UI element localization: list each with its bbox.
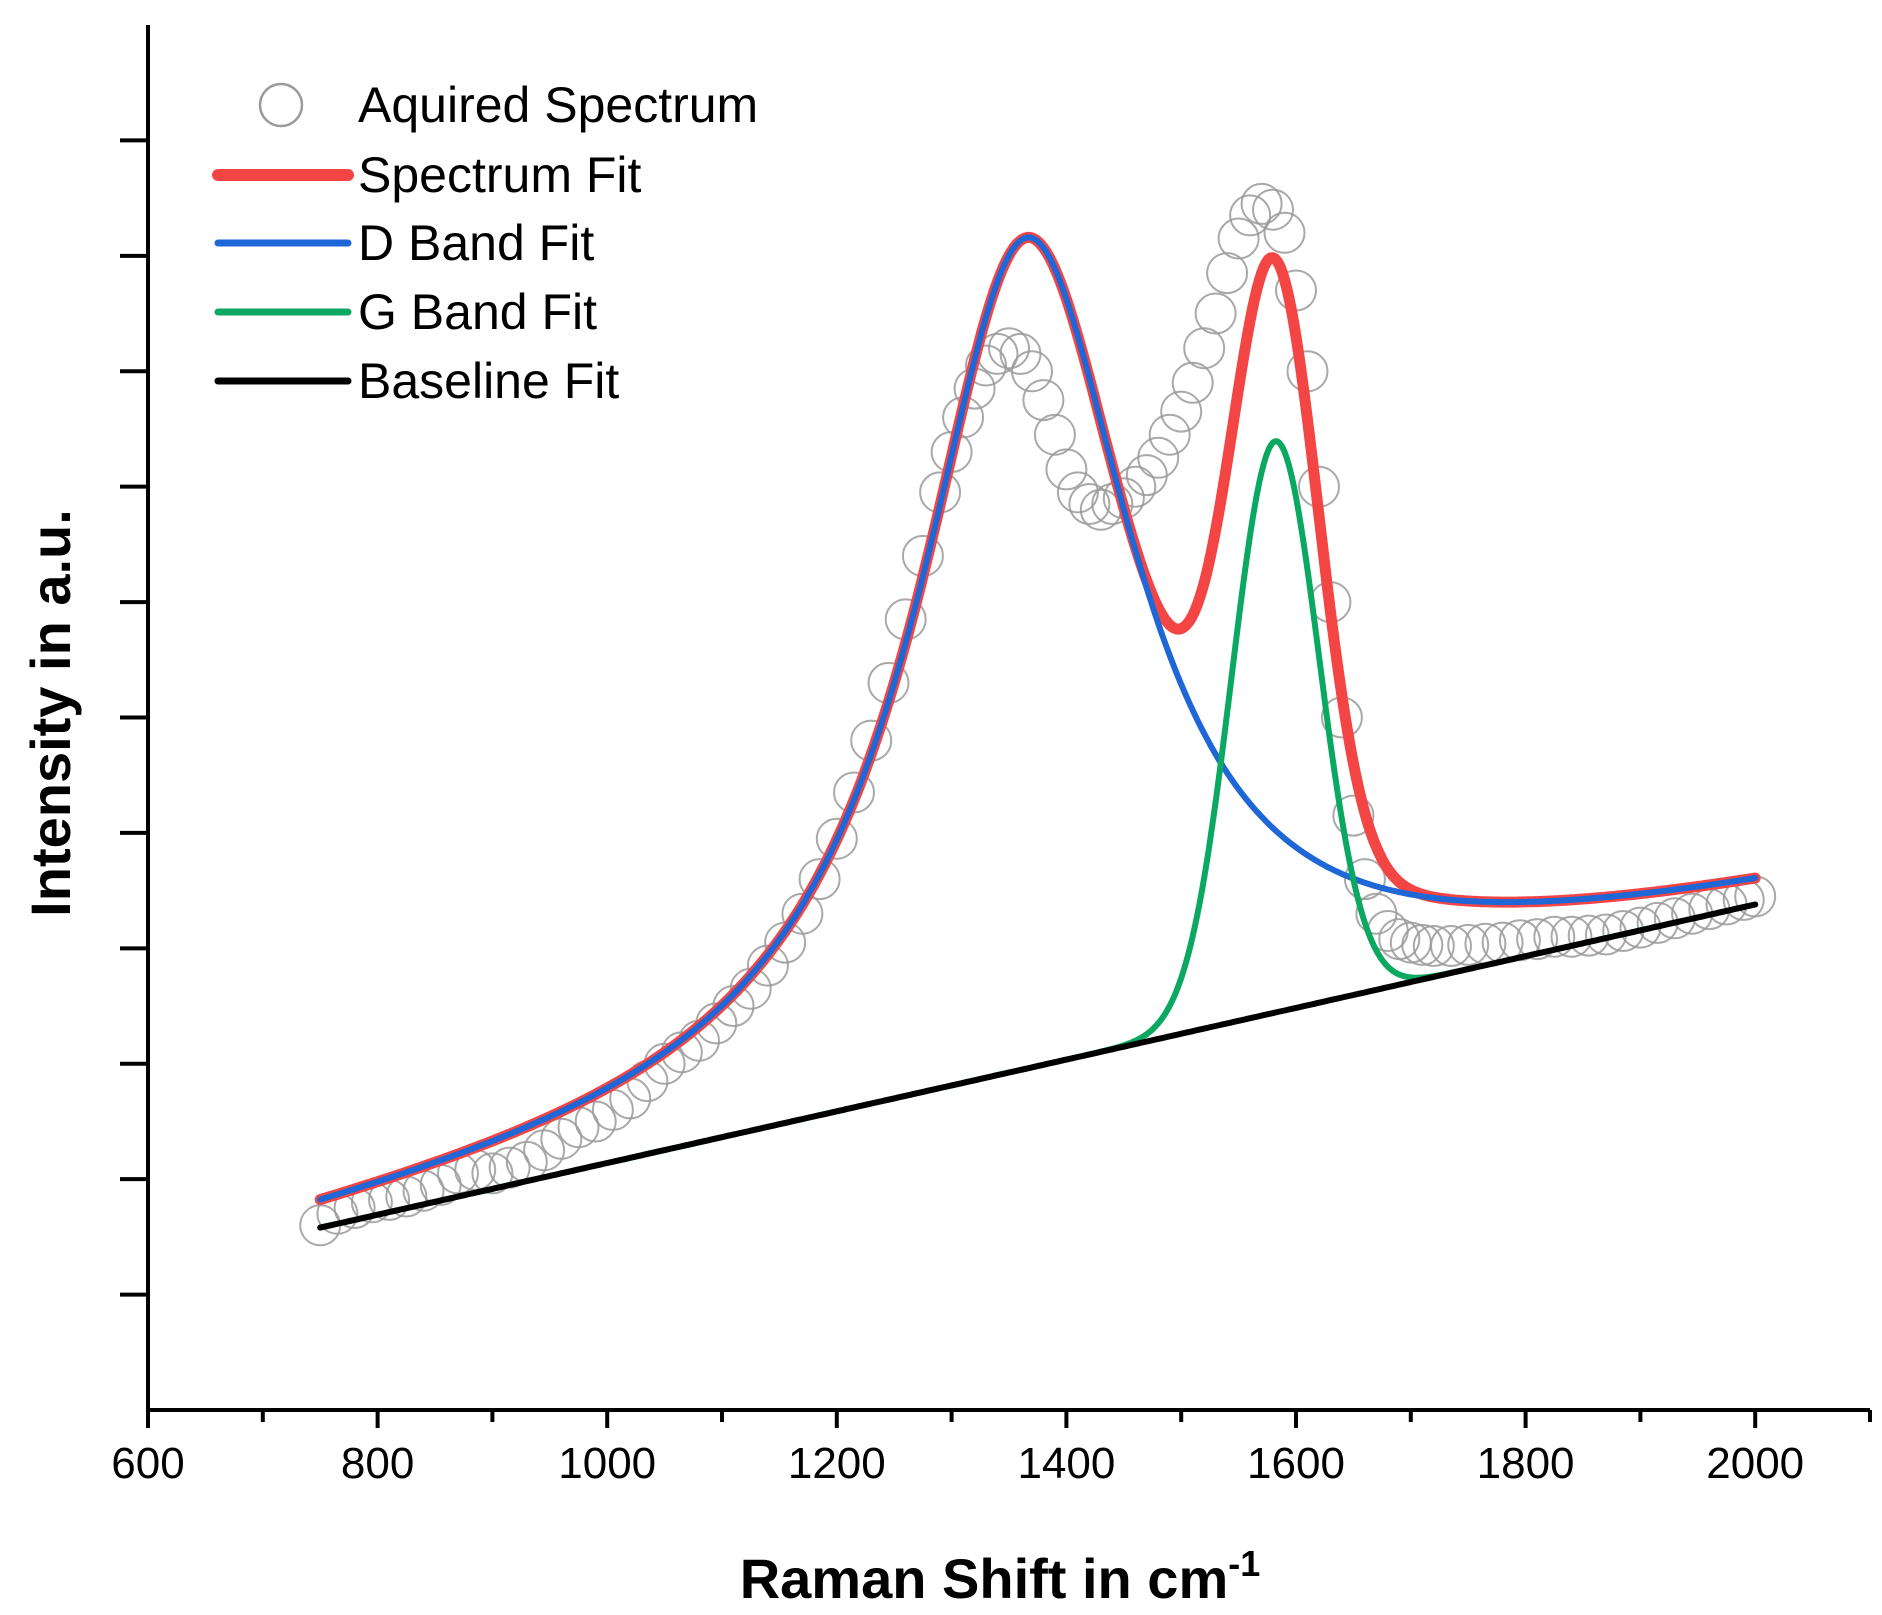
data-point [1033, 413, 1076, 456]
data-point [1217, 217, 1260, 260]
x-tick-label: 2000 [1706, 1439, 1804, 1488]
series-baseline-fit [317, 901, 1759, 1231]
data-point [1516, 918, 1559, 961]
data-point [746, 944, 789, 987]
data-point [1171, 361, 1214, 404]
data-point [1533, 915, 1576, 958]
legend-item: Aquired Spectrum [258, 77, 758, 133]
legend-label: Baseline Fit [358, 353, 619, 409]
data-point [1252, 188, 1294, 231]
data-point [1183, 327, 1226, 370]
data-point [1401, 923, 1444, 966]
data-point [1412, 925, 1455, 967]
data-point [1137, 436, 1180, 479]
x-tick-label: 1200 [788, 1439, 886, 1488]
x-tick-label: 1400 [1017, 1439, 1115, 1488]
series-layer [299, 182, 1777, 1247]
x-axis-title-text: Raman Shift in cm [740, 1547, 1229, 1610]
y-axis-title: Intensity in a.u. [19, 509, 82, 917]
axes-layer: 600 800 1000 1200 1400 1600 1800 2000 [111, 25, 1872, 1488]
legend-item: Spectrum Fit [212, 147, 642, 203]
data-point [1430, 925, 1472, 967]
data-point [1447, 923, 1490, 966]
data-point [1194, 292, 1237, 335]
data-point [1022, 379, 1065, 422]
data-point [1160, 390, 1203, 433]
data-point [1148, 413, 1191, 456]
data-point [1068, 483, 1111, 525]
data-point [1056, 471, 1099, 514]
legend-label: Spectrum Fit [358, 147, 642, 203]
x-tick-label: 600 [111, 1439, 184, 1488]
data-point [1045, 448, 1088, 491]
x-axis-title-superscript: -1 [1228, 1543, 1260, 1584]
series-d-band-fit [317, 234, 1759, 1203]
legend-label: D Band Fit [358, 215, 594, 271]
data-point [1229, 194, 1272, 237]
data-point [798, 858, 841, 901]
data-point [1240, 182, 1283, 225]
legend: Aquired Spectrum Spectrum Fit D Band Fit G … [212, 77, 758, 409]
legend-item: G Band Fit [214, 284, 597, 340]
legend-label: G Band Fit [358, 284, 597, 340]
data-point [1343, 858, 1386, 901]
data-point [471, 1152, 514, 1195]
data-point [965, 344, 1007, 387]
legend-item: D Band Fit [214, 215, 594, 271]
data-point [781, 892, 824, 935]
data-point [1011, 350, 1053, 393]
data-point [1206, 252, 1249, 295]
x-tick-label: 1000 [558, 1439, 656, 1488]
legend-item: Baseline Fit [214, 353, 619, 409]
data-point [815, 817, 858, 860]
legend-marker [258, 82, 304, 128]
data-point [1332, 794, 1375, 837]
legend-label: Aquired Spectrum [358, 77, 758, 133]
x-tick-label: 1800 [1477, 1439, 1575, 1488]
x-axis-title: Raman Shift in cm-1 [740, 1543, 1261, 1610]
data-point [1550, 915, 1593, 958]
data-point [988, 327, 1030, 370]
x-tick-label: 1600 [1247, 1439, 1345, 1488]
data-point [1263, 211, 1306, 254]
x-tick-label: 800 [341, 1439, 414, 1488]
